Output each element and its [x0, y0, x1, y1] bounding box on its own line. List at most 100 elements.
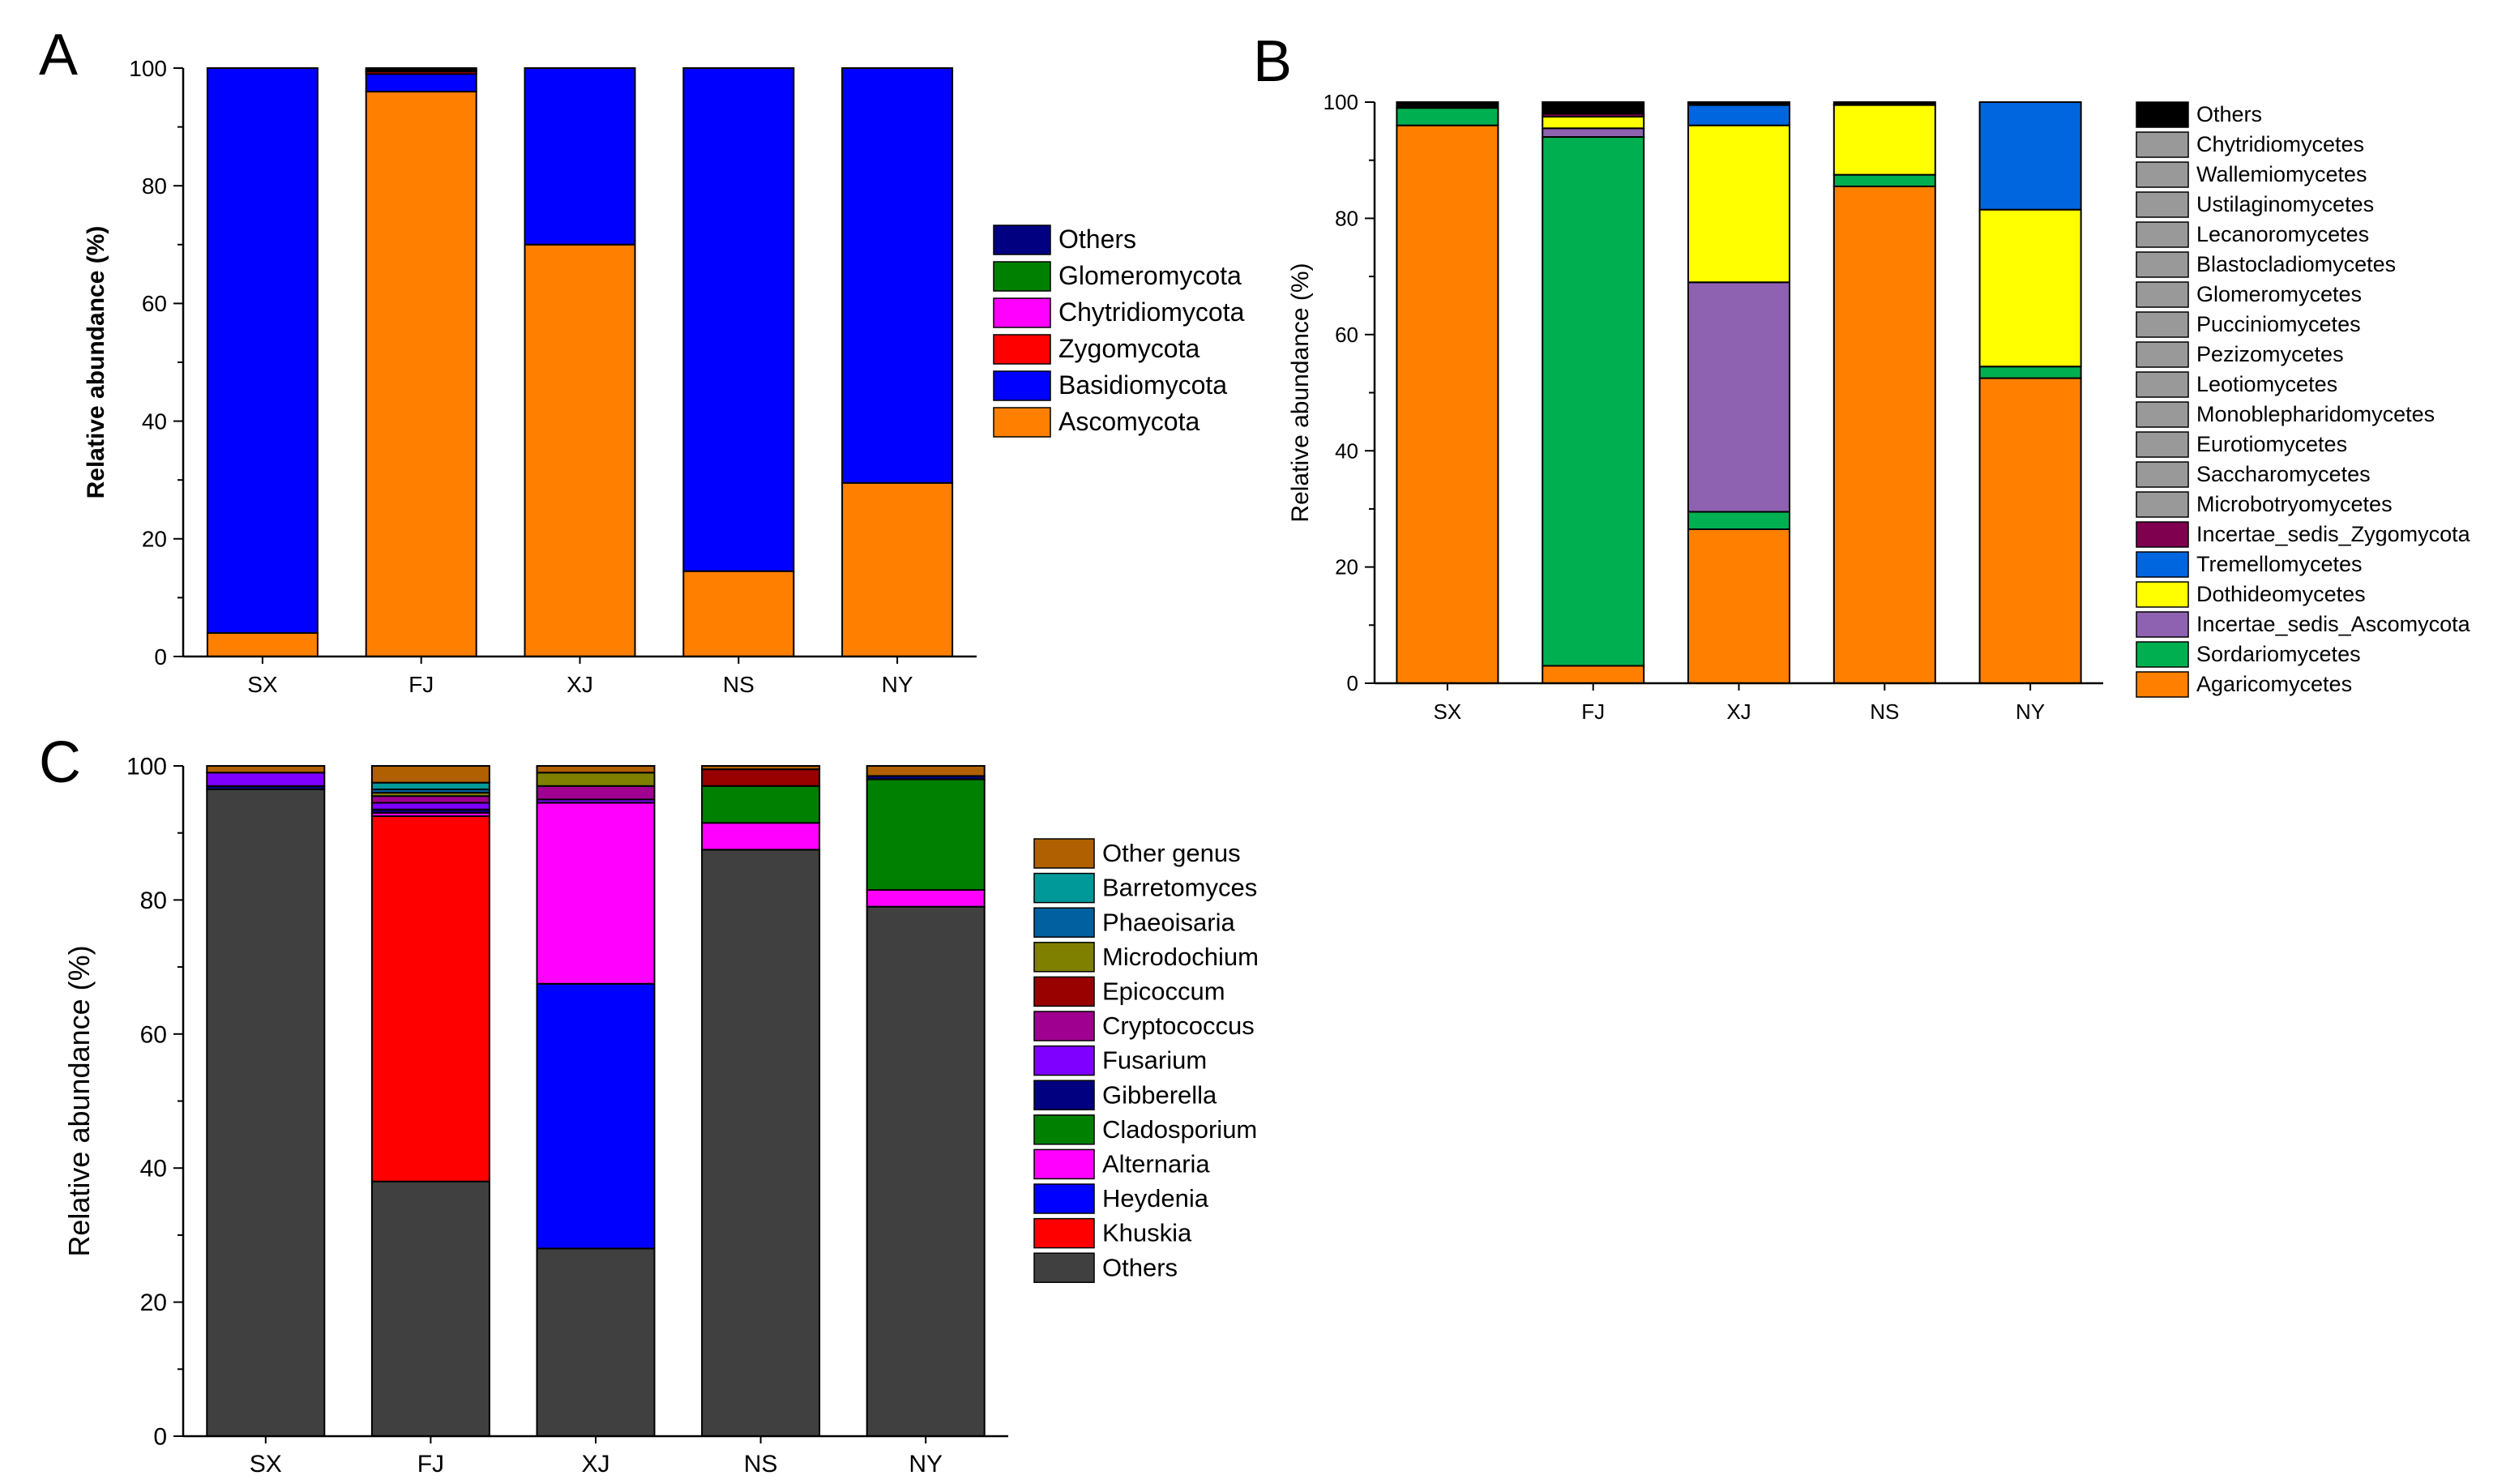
- legend-label-khuskia: Khuskia: [1102, 1219, 1192, 1247]
- x-tick-label: XJ: [567, 672, 593, 697]
- bar-segment-xj-others: [1687, 101, 1790, 106]
- legend-label-ascomycota: Ascomycota: [1058, 407, 1200, 436]
- legend-label-glomeromycota: Glomeromycota: [1058, 261, 1242, 290]
- bar-segment-sx-fusarium: [206, 772, 326, 787]
- y-tick-label: 80: [140, 887, 167, 914]
- bar-segment-ns-cladosporium: [701, 785, 821, 824]
- legend-label-glomeromycetes: Glomeromycetes: [2196, 282, 2362, 306]
- bar-segment-fj-dothideomycetes: [1542, 115, 1645, 130]
- y-tick-label: 80: [142, 173, 167, 199]
- legend-label-phaeoisaria: Phaeoisaria: [1102, 908, 1235, 936]
- legend-swatch-other-genus: [1033, 838, 1095, 869]
- legend-label-eurotiomycetes: Eurotiomycetes: [2196, 432, 2347, 456]
- x-tick-label: FJ: [408, 672, 434, 697]
- x-tick-label: NS: [1870, 699, 1899, 724]
- bar-segment-xj-heydenia: [536, 982, 656, 1250]
- legend-swatch-cryptococcus: [1033, 1011, 1095, 1041]
- panel-label: C: [39, 730, 81, 795]
- legend-label-other-genus: Other genus: [1102, 839, 1241, 867]
- bar-segment-sx-ascomycota: [206, 631, 319, 658]
- x-tick-label: NS: [744, 1451, 778, 1478]
- bar-segment-ny-other-genus: [866, 765, 986, 777]
- legend-swatch-incertae-sedis-ascomycota: [2136, 611, 2189, 638]
- bar-segment-ny-agaricomycetes: [1978, 377, 2082, 684]
- bar-segment-ny-alternaria: [866, 888, 986, 908]
- y-tick-label: 40: [140, 1156, 167, 1182]
- legend-label-monoblepharidomycetes: Monoblepharidomycetes: [2196, 402, 2435, 426]
- bar-segment-xj-sordariomycetes: [1687, 511, 1790, 530]
- legend-label-lecanoromycetes: Lecanoromycetes: [2196, 222, 2369, 246]
- bar-segment-sx-basidiomycota: [206, 67, 319, 634]
- legend-swatch-fusarium: [1033, 1045, 1095, 1076]
- legend-swatch-chytridiomycetes: [2136, 131, 2189, 158]
- legend-label-basidiomycota: Basidiomycota: [1058, 370, 1227, 400]
- y-tick-label: 40: [1335, 438, 1358, 463]
- legend-label-cladosporium: Cladosporium: [1102, 1115, 1257, 1144]
- legend-swatch-lecanoromycetes: [2136, 221, 2189, 248]
- legend-label-others: Others: [1102, 1253, 1178, 1281]
- bar-segment-fj-sordariomycetes: [1542, 136, 1645, 667]
- bar-segment-xj-microdochium: [536, 772, 656, 787]
- bar-segment-ns-sordariomycetes: [1832, 173, 1936, 187]
- y-tick-label: 100: [129, 56, 167, 81]
- bar-segment-ny-sordariomycetes: [1978, 366, 2082, 379]
- legend-swatch-pezizomycetes: [2136, 341, 2189, 368]
- bar-segment-ny-others: [866, 905, 986, 1438]
- x-tick-label: NS: [723, 672, 755, 697]
- bar-segment-xj-alternaria: [536, 802, 656, 985]
- bar-segment-xj-basidiomycota: [524, 67, 636, 246]
- x-tick-label: FJ: [417, 1451, 444, 1478]
- bar-segment-ns-basidiomycota: [682, 67, 795, 572]
- bar-segment-xj-incertae-sedis-ascomycota: [1687, 281, 1790, 513]
- legend-label-alternaria: Alternaria: [1102, 1149, 1210, 1178]
- legend-swatch-wallemiomycetes: [2136, 161, 2189, 188]
- x-tick-label: NY: [909, 1451, 943, 1478]
- legend-swatch-cladosporium: [1033, 1114, 1095, 1145]
- x-tick-label: SX: [250, 1451, 282, 1478]
- legend-swatch-barretomyces: [1033, 872, 1095, 904]
- legend-swatch-others: [1033, 1252, 1095, 1283]
- legend-swatch-khuskia: [1033, 1217, 1095, 1249]
- legend-label-microbotryomycetes: Microbotryomycetes: [2196, 492, 2393, 516]
- legend-swatch-microdochium: [1033, 942, 1095, 973]
- y-axis-label: Relative abundance (%): [62, 945, 96, 1256]
- bar-segment-xj-ascomycota: [524, 243, 636, 657]
- legend-label-incertae-sedis-zygomycota: Incertae_sedis_Zygomycota: [2196, 522, 2471, 546]
- legend-label-incertae-sedis-ascomycota: Incertae_sedis_Ascomycota: [2196, 612, 2471, 636]
- bar-segment-fj-barretomyces: [370, 781, 490, 790]
- x-tick-label: SX: [247, 672, 278, 697]
- y-axis-label: Relative abundance (%): [1287, 263, 1314, 522]
- legend-swatch-incertae-sedis-zygomycota: [2136, 521, 2189, 548]
- legend-swatch-dothideomycetes: [2136, 581, 2189, 608]
- panel-c: C SX FJ XJ NS NY 0 20 40 60 80 100 Relative abundanc…: [39, 730, 1259, 1478]
- legend-label-blastocladiomycetes: Blastocladiomycetes: [2196, 252, 2396, 276]
- legend-swatch-pucciniomycetes: [2136, 311, 2189, 338]
- panel-b: B SX FJ XJ NS NY 0 20 40 60 80 100 Relative abundanc…: [1253, 29, 2471, 724]
- x-tick-label: NY: [882, 672, 913, 697]
- bar-segment-fj-basidiomycota: [365, 73, 477, 93]
- bar-segment-ns-dothideomycetes: [1832, 104, 1936, 176]
- bar-segment-fj-cryptococcus: [370, 795, 490, 804]
- legend-label-others: Others: [2196, 102, 2262, 126]
- x-tick-label: XJ: [581, 1451, 609, 1478]
- bar-segment-fj-other-genus: [370, 765, 490, 784]
- bar-segment-sx-others: [1396, 101, 1499, 109]
- legend-label-tremellomycetes: Tremellomycetes: [2196, 552, 2363, 576]
- y-tick-label: 60: [142, 291, 167, 316]
- legend-label-leotiomycetes: Leotiomycetes: [2196, 372, 2337, 396]
- x-tick-label: XJ: [1726, 699, 1751, 724]
- legend-label-chytridiomycetes: Chytridiomycetes: [2196, 132, 2364, 156]
- legend-swatch-epicoccum: [1033, 976, 1095, 1007]
- y-axis-label: Relative abundance (%): [83, 226, 109, 499]
- bar-segment-fj-khuskia: [370, 815, 490, 1182]
- bar-segment-xj-dothideomycetes: [1687, 124, 1790, 284]
- legend-swatch-eurotiomycetes: [2136, 431, 2189, 458]
- x-tick-label: NY: [2016, 699, 2045, 724]
- legend-swatch-others: [2136, 101, 2189, 128]
- x-tick-label: FJ: [1581, 699, 1605, 724]
- bar-segment-fj-fusarium: [370, 802, 490, 810]
- bar-segment-ns-epicoccum: [701, 768, 821, 787]
- bar-segment-ny-ascomycota: [841, 481, 954, 658]
- y-tick-label: 100: [126, 754, 167, 780]
- y-tick-label: 20: [140, 1289, 167, 1316]
